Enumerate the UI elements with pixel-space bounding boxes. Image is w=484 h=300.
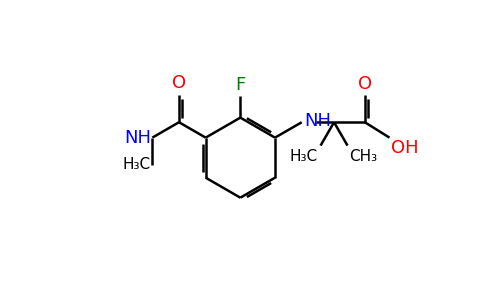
Text: H₃C: H₃C — [289, 149, 318, 164]
Text: OH: OH — [391, 139, 419, 157]
Text: H₃C: H₃C — [122, 157, 151, 172]
Text: O: O — [358, 75, 372, 93]
Text: NH: NH — [304, 112, 331, 130]
Text: F: F — [235, 76, 245, 94]
Text: O: O — [172, 74, 186, 92]
Text: CH₃: CH₃ — [349, 149, 377, 164]
Text: NH: NH — [124, 129, 151, 147]
